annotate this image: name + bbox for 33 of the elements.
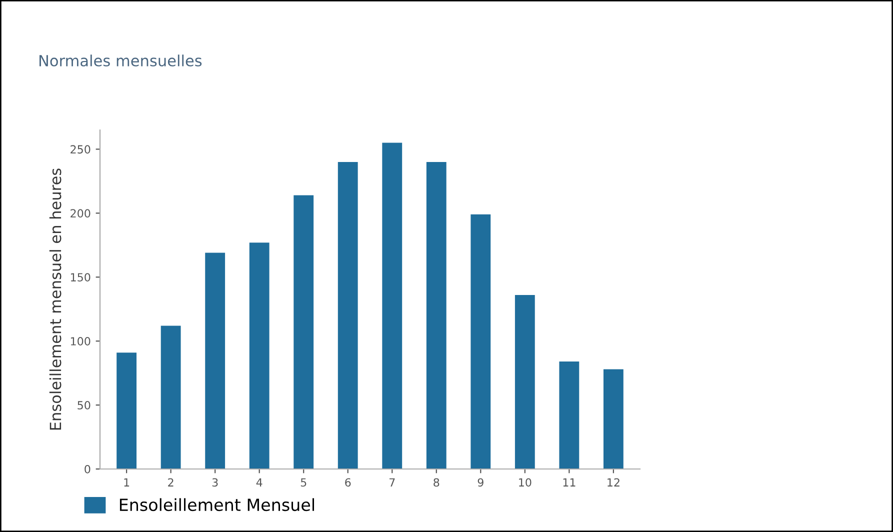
- bar: [160, 326, 181, 469]
- x-tick-label: 2: [168, 478, 174, 486]
- bar: [116, 352, 137, 469]
- x-tick-label: 8: [434, 478, 440, 487]
- bar: [514, 295, 535, 469]
- bar: [470, 214, 491, 469]
- y-tick-label: 0: [84, 464, 90, 474]
- y-tick-label: 100: [70, 337, 90, 346]
- x-tick-label: 12: [608, 478, 620, 486]
- bar: [382, 142, 402, 469]
- bar: [559, 362, 580, 469]
- x-tick-label: 11: [563, 478, 576, 486]
- x-tick-label: 5: [300, 478, 306, 487]
- legend-label: Ensoleillement Mensuel: [120, 498, 314, 512]
- x-tick-label: 9: [478, 478, 484, 487]
- bar: [426, 162, 446, 469]
- bar: [249, 242, 270, 469]
- y-tick-label: 50: [78, 401, 90, 410]
- y-tick-label: 250: [70, 145, 90, 154]
- x-tick-label: 4: [256, 478, 262, 486]
- y-axis-title: Ensoleillement mensuel en heures: [49, 168, 62, 430]
- bar: [603, 369, 624, 469]
- x-tick-label: 7: [390, 478, 395, 486]
- y-tick-label: 150: [70, 273, 90, 282]
- bar: [205, 252, 226, 469]
- x-tick-label: 3: [212, 478, 218, 487]
- bar: [294, 195, 314, 469]
- y-tick-label: 200: [70, 209, 90, 218]
- bar: [338, 162, 358, 469]
- chart-title: Normales mensuelles: [40, 54, 202, 66]
- x-tick-label: 1: [124, 478, 130, 486]
- x-tick-label: 10: [519, 478, 532, 487]
- x-tick-label: 6: [345, 478, 351, 487]
